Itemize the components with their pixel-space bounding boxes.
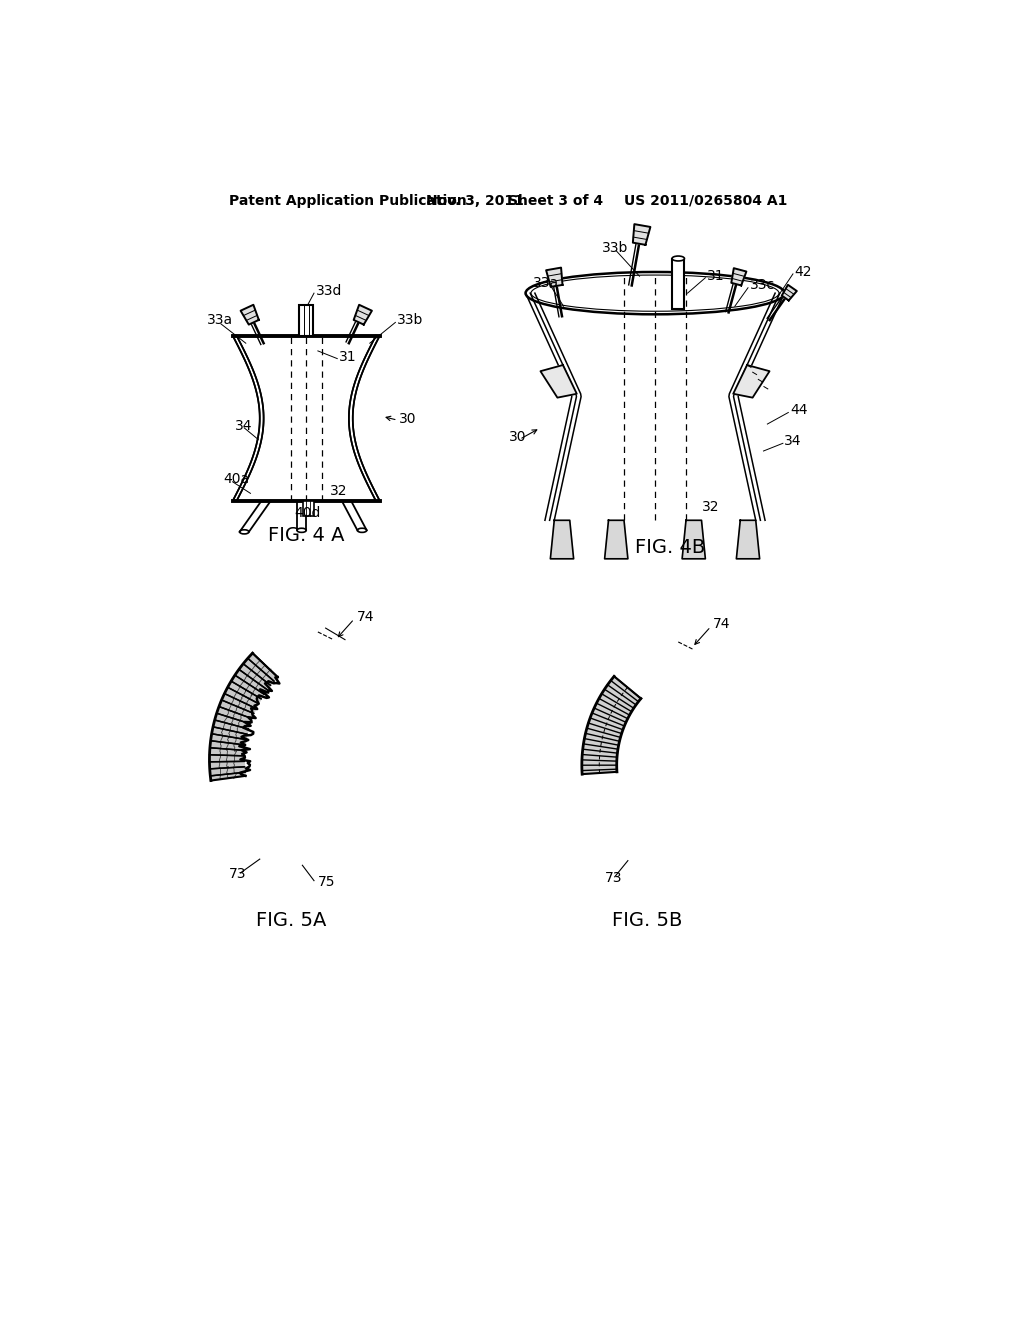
Text: 73: 73: [228, 867, 246, 882]
Polygon shape: [633, 224, 650, 244]
Text: 33b: 33b: [602, 242, 629, 256]
Text: 33a: 33a: [207, 313, 233, 327]
Text: 31: 31: [707, 269, 725, 284]
Polygon shape: [781, 285, 797, 301]
Polygon shape: [550, 520, 573, 558]
Text: 32: 32: [330, 484, 347, 498]
Polygon shape: [546, 268, 562, 286]
Text: 33c: 33c: [750, 279, 775, 293]
Text: US 2011/0265804 A1: US 2011/0265804 A1: [624, 194, 787, 207]
Polygon shape: [541, 366, 577, 397]
Bar: [303, 502, 314, 516]
Polygon shape: [604, 520, 628, 558]
Polygon shape: [731, 268, 746, 285]
Text: FIG. 4 A: FIG. 4 A: [268, 527, 344, 545]
Text: FIG. 4B: FIG. 4B: [635, 537, 706, 557]
Text: 30: 30: [399, 412, 417, 425]
Text: FIG. 5A: FIG. 5A: [256, 911, 326, 931]
Polygon shape: [237, 335, 376, 502]
Text: Nov. 3, 2011: Nov. 3, 2011: [426, 194, 524, 207]
Polygon shape: [353, 305, 372, 325]
Text: 31: 31: [339, 350, 356, 364]
Text: 34: 34: [784, 434, 802, 447]
Text: 33d: 33d: [315, 284, 342, 298]
Polygon shape: [736, 520, 760, 558]
Polygon shape: [682, 520, 706, 558]
Polygon shape: [210, 653, 278, 780]
Text: 75: 75: [317, 875, 336, 890]
Polygon shape: [535, 293, 775, 520]
Text: 32: 32: [701, 500, 719, 515]
Text: 34: 34: [234, 418, 253, 433]
Text: Patent Application Publication: Patent Application Publication: [228, 194, 467, 207]
Text: 33a: 33a: [534, 276, 559, 290]
Ellipse shape: [672, 256, 684, 261]
Text: 40d: 40d: [295, 506, 321, 520]
Text: FIG. 5B: FIG. 5B: [612, 911, 682, 931]
Polygon shape: [241, 305, 259, 325]
Text: 73: 73: [604, 871, 623, 886]
Polygon shape: [733, 366, 770, 397]
Polygon shape: [582, 676, 641, 774]
Bar: [672, 259, 684, 309]
Text: 30: 30: [509, 430, 526, 444]
Text: Sheet 3 of 4: Sheet 3 of 4: [508, 194, 603, 207]
Text: 40a: 40a: [223, 473, 250, 487]
Text: 44: 44: [790, 403, 807, 417]
Text: 33b: 33b: [397, 313, 423, 327]
Bar: [299, 305, 313, 335]
Text: 74: 74: [356, 610, 374, 623]
Text: 42: 42: [795, 264, 812, 279]
Text: 74: 74: [713, 618, 731, 631]
